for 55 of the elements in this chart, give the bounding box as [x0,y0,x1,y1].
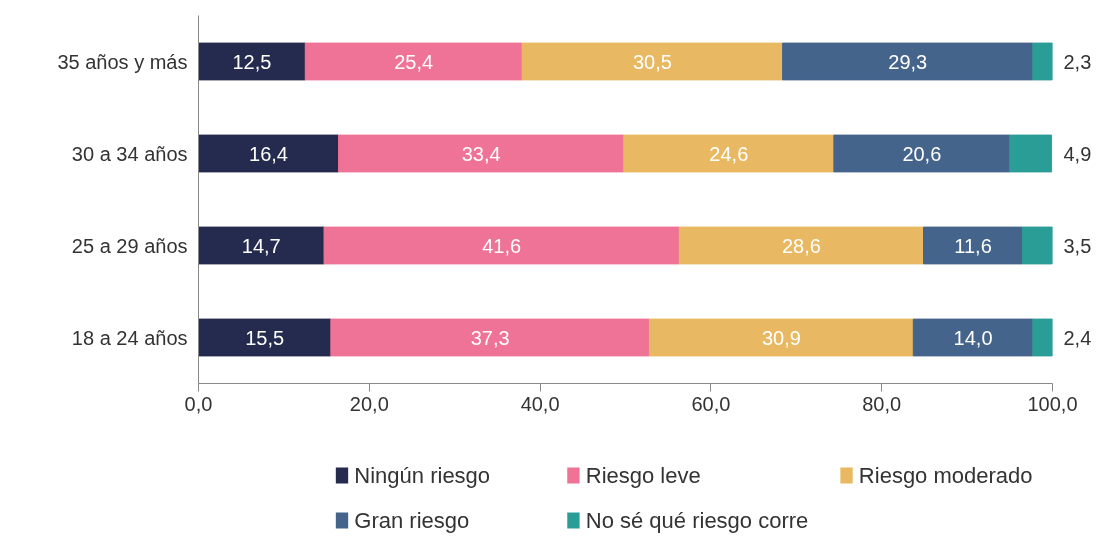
y-tick-label: 25 a 29 años [71,234,188,257]
data-label: 14,0 [953,326,993,349]
data-label: 12,5 [232,50,272,73]
bar [833,134,1011,173]
legend-label: Riesgo leve [585,463,701,488]
bar [198,226,325,265]
data-label: 16,4 [249,142,288,165]
legend-label: Riesgo moderado [858,463,1033,488]
x-tick-label: 60,0 [691,392,731,415]
data-label: 14,7 [241,234,281,257]
bar [304,42,523,81]
x-tick-label: 100,0 [1027,392,1078,415]
legend-label: Gran riesgo [354,508,470,533]
data-label: 15,5 [245,326,285,349]
data-label: 41,6 [482,234,522,257]
data-label: 28,6 [781,234,821,257]
data-label: 30,9 [761,326,801,349]
bar [198,134,340,173]
bar [323,226,680,265]
legend-label: Ningún riesgo [354,463,491,488]
x-tick-label: 20,0 [349,392,389,415]
data-label: 2,4 [1063,326,1092,349]
bar [1032,318,1053,357]
legend-label: No sé qué riesgo corre [585,508,809,533]
data-label: 30,5 [632,50,672,73]
data-label: 24,6 [709,142,749,165]
data-label: 2,3 [1063,50,1092,73]
y-tick-label: 30 a 34 años [71,142,188,165]
bar [678,226,925,265]
bar [782,42,1034,81]
data-label: 29,3 [888,50,928,73]
bar [648,318,914,357]
bar [198,318,332,357]
data-label: 33,4 [461,142,501,165]
bar [1009,134,1053,173]
bar [912,318,1034,357]
data-label: 25,4 [394,50,434,73]
bar [1032,42,1053,81]
bar [1022,226,1053,265]
x-tick-label: 80,0 [862,392,902,415]
bar [623,134,835,173]
data-label: 37,3 [470,326,510,349]
bar [923,226,1024,265]
bar [521,42,784,81]
bar [198,42,306,81]
x-tick-label: 0,0 [184,392,213,415]
x-tick-label: 40,0 [520,392,560,415]
data-label: 20,6 [902,142,942,165]
y-tick-label: 35 años y más [57,50,188,73]
data-label: 11,6 [954,234,992,257]
bar [338,134,625,173]
bar [330,318,650,357]
y-tick-label: 18 a 24 años [71,326,188,349]
data-label: 4,9 [1063,142,1092,165]
data-label: 3,5 [1063,234,1092,257]
